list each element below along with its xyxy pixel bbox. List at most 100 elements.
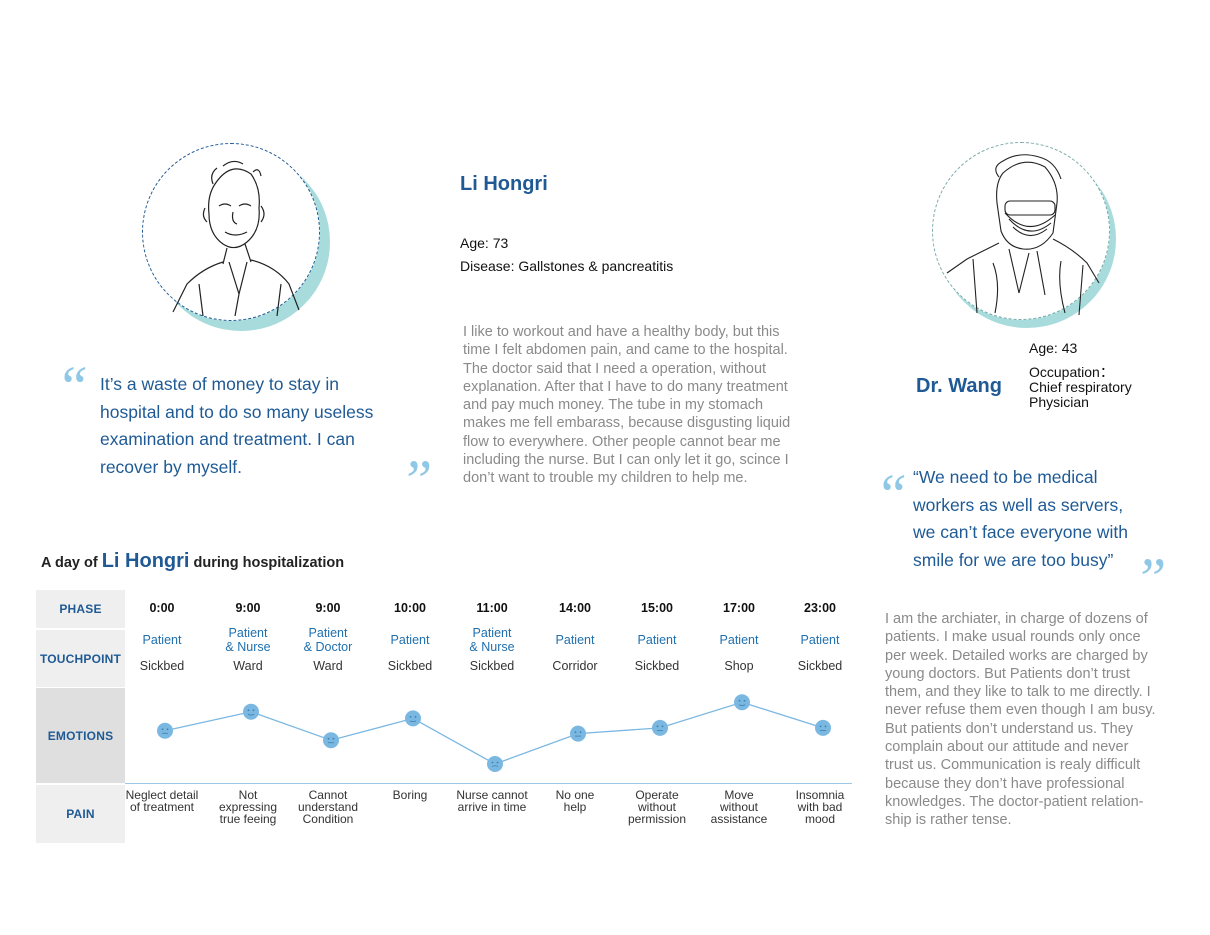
pain-point-line: arrive in time — [457, 800, 527, 814]
story-line: knowledges. The doctor-patient relation- — [885, 793, 1144, 810]
story-line: complain about our attitude and never — [885, 739, 1129, 756]
doctor-quote: “We need to be medical workers as well a… — [913, 464, 1128, 575]
story-line: young doctors. But Patients don’t trust — [885, 665, 1131, 682]
touchpoint-actor-line: Patient — [637, 633, 677, 647]
story-line: I like to workout and have a healthy bod… — [463, 324, 780, 340]
journey-title-prefix: A day of — [41, 555, 98, 571]
emotion-face-icon — [570, 725, 586, 742]
doctor-occupation: Physician — [1029, 394, 1089, 410]
phase-time: 11:00 — [476, 601, 508, 615]
pain-point: Move without assistance — [694, 789, 784, 825]
emotions-label: EMOTIONS — [47, 728, 114, 743]
phase-time: 9:00 — [235, 601, 261, 615]
phase-time: 0:00 — [149, 601, 175, 615]
patient-age: Age: 73 — [460, 235, 509, 251]
emotion-face-icon — [734, 694, 750, 711]
pain-point: Insomnia with bad mood — [775, 789, 865, 825]
patient-sketch-icon — [172, 160, 300, 317]
touchpoint-actor: Patient & Nurse — [203, 626, 293, 654]
phase-time: 23:00 — [804, 601, 836, 615]
doctor-sketch-icon — [946, 154, 1100, 316]
emotion-face-icon — [157, 722, 173, 739]
emotion-face-icon — [487, 756, 503, 772]
pain-point-line: true feeing — [219, 812, 277, 826]
patient-story: I like to workout and have a healthy bod… — [463, 323, 790, 488]
emotion-label-bg — [36, 688, 125, 783]
row-divider — [36, 628, 125, 630]
pain-point-line: expressing — [218, 800, 278, 814]
doctor-age: Age: 43 — [1029, 340, 1078, 356]
pain-point-line: Operate — [635, 788, 679, 802]
doctor-occupation: Chief respiratory — [1029, 379, 1132, 395]
story-line: patients. I make usual rounds only once — [885, 629, 1141, 646]
pain-point-line: with bad — [797, 800, 843, 814]
emotion-face-icon — [405, 710, 421, 727]
row-divider — [36, 783, 125, 785]
touchpoint-actor-line: Patient — [142, 633, 182, 647]
pain-point-line: of treatment — [129, 800, 195, 814]
story-line: never refuse them even though I am busy. — [885, 702, 1156, 719]
pain-point-line: Move — [724, 788, 754, 802]
row-divider — [36, 687, 125, 688]
touchpoint-actor: Patient — [365, 633, 455, 648]
doctor-info: Age: 43 Occupation： Chief respiratory Ph… — [1029, 340, 1132, 410]
phase-time: 14:00 — [559, 601, 591, 615]
pain-point-line: Not — [238, 788, 258, 802]
quote-line: “We need to be medical — [913, 467, 1098, 487]
pain-point-line: Condition — [302, 812, 354, 826]
touchpoint-actor-line: Patient — [390, 633, 430, 647]
quote-line: we can’t face everyone with — [913, 522, 1128, 543]
emotion-face-icon — [243, 703, 259, 720]
doctor-story: I am the archiater, in charge of dozens … — [885, 610, 1156, 830]
pain-point-line: assistance — [710, 812, 768, 826]
touchpoint-place: Sickbed — [469, 659, 515, 673]
pain-label: PAIN — [66, 807, 95, 821]
story-line: I am the archiater, in charge of dozens … — [885, 611, 1148, 627]
open-quote-icon: “ — [875, 462, 908, 527]
touchpoint-actor: Patient — [775, 633, 865, 648]
journey-title-name: Li Hongri — [101, 550, 190, 572]
story-line: trust us. Communication is realy difficu… — [885, 757, 1141, 774]
story-line: because they don’t have professional — [885, 775, 1125, 792]
touchpoint-actor: Patient & Nurse — [447, 626, 537, 654]
pain-point-line: Cannot — [308, 788, 348, 802]
touchpoint-actor-line: Patient — [308, 626, 348, 640]
pain-point-line: without — [637, 800, 677, 814]
touchpoint-actor-line: & Nurse — [225, 639, 271, 654]
patient-portrait — [142, 143, 332, 333]
close-quote-icon: ” — [1134, 546, 1167, 611]
patient-quote: It’s a waste of money to stay in hospita… — [100, 371, 373, 482]
phase-time: 17:00 — [723, 601, 755, 615]
touchpoint-actor-line: & Nurse — [469, 639, 515, 654]
emotion-line — [164, 701, 824, 765]
touchpoint-actor: Patient — [612, 633, 702, 648]
story-line: But patients don’t understand us. They — [885, 720, 1134, 737]
pain-point-line: Boring — [392, 788, 428, 802]
phase-time: 15:00 — [641, 601, 673, 615]
touchpoint-place: Sickbed — [139, 659, 185, 673]
pain-point-line: help — [563, 800, 587, 814]
pain-point: Nurse cannot arrive in time — [447, 789, 537, 813]
emotion-face-icon — [652, 719, 668, 736]
story-line: time I felt abdomen pain, and came to th… — [463, 342, 788, 359]
story-line: and pay much money. The tube in my stoma… — [463, 397, 764, 414]
touchpoint-place: Sickbed — [634, 659, 680, 673]
quote-line: It’s a waste of money to stay in — [100, 374, 339, 394]
touchpoint-place: Ward — [233, 659, 263, 673]
close-quote-icon: ” — [400, 448, 433, 513]
emotion-face-icon — [323, 732, 339, 749]
emotion-face-icon — [815, 719, 831, 736]
touchpoint-actor-line: Patient — [555, 633, 595, 647]
touchpoint-actor: Patient — [694, 633, 784, 648]
open-quote-icon: “ — [56, 354, 89, 419]
story-line: don’t want to trouble my children to hel… — [463, 470, 748, 487]
touchpoint-actor: Patient — [530, 633, 620, 648]
quote-line: recover by myself. — [100, 457, 242, 478]
doctor-name: Dr. Wang — [916, 375, 1002, 397]
pain-point-line: No one — [555, 788, 595, 802]
pain-point: Neglect detail of treatment — [117, 789, 207, 813]
pain-point-line: Neglect detail — [125, 788, 199, 802]
touchpoint-actor-line: Patient — [800, 633, 840, 647]
doctor-occupation-label: Occupation： — [1029, 364, 1114, 380]
pain-point: Not expressing true feeing — [203, 789, 293, 825]
